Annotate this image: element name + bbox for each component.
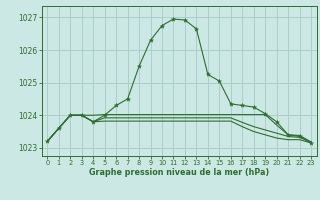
X-axis label: Graphe pression niveau de la mer (hPa): Graphe pression niveau de la mer (hPa) <box>89 168 269 177</box>
